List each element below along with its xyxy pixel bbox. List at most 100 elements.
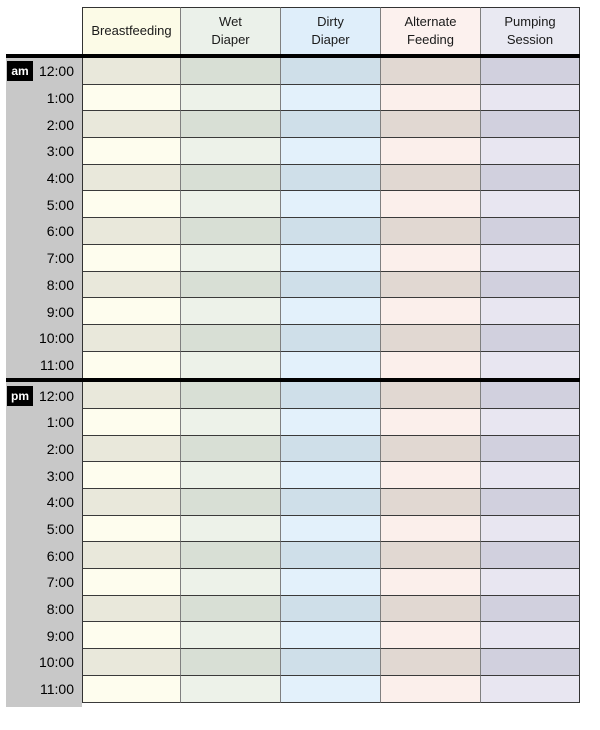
log-cell-alternate-feeding-900pm[interactable] <box>380 622 480 650</box>
log-cell-wet-diaper-400pm[interactable] <box>180 489 280 516</box>
log-cell-wet-diaper-500am[interactable] <box>180 191 280 219</box>
log-cell-breastfeeding-500pm[interactable] <box>82 515 180 543</box>
log-cell-breastfeeding-400pm[interactable] <box>82 489 180 516</box>
log-cell-breastfeeding-600pm[interactable] <box>82 542 180 570</box>
log-cell-pumping-session-100am[interactable] <box>480 84 580 112</box>
log-cell-dirty-diaper-1100am[interactable] <box>280 351 380 379</box>
log-cell-alternate-feeding-800pm[interactable] <box>380 595 480 623</box>
log-cell-pumping-session-400pm[interactable] <box>480 489 580 516</box>
log-cell-wet-diaper-500pm[interactable] <box>180 515 280 543</box>
log-cell-alternate-feeding-200pm[interactable] <box>380 435 480 463</box>
log-cell-pumping-session-200am[interactable] <box>480 111 580 139</box>
log-cell-dirty-diaper-500am[interactable] <box>280 191 380 219</box>
log-cell-dirty-diaper-200pm[interactable] <box>280 435 380 463</box>
log-cell-dirty-diaper-900am[interactable] <box>280 298 380 325</box>
log-cell-breastfeeding-700am[interactable] <box>82 244 180 272</box>
log-cell-alternate-feeding-1200am[interactable] <box>380 58 480 85</box>
log-cell-pumping-session-400am[interactable] <box>480 164 580 192</box>
log-cell-pumping-session-300pm[interactable] <box>480 462 580 489</box>
log-cell-wet-diaper-600am[interactable] <box>180 218 280 245</box>
log-cell-dirty-diaper-600am[interactable] <box>280 218 380 245</box>
log-cell-pumping-session-700pm[interactable] <box>480 569 580 596</box>
log-cell-breastfeeding-900am[interactable] <box>82 298 180 325</box>
log-cell-wet-diaper-400am[interactable] <box>180 164 280 192</box>
log-cell-breastfeeding-400am[interactable] <box>82 164 180 192</box>
log-cell-pumping-session-1200pm[interactable] <box>480 382 580 409</box>
log-cell-dirty-diaper-1000am[interactable] <box>280 324 380 352</box>
log-cell-alternate-feeding-100pm[interactable] <box>380 408 480 436</box>
log-cell-pumping-session-500am[interactable] <box>480 191 580 219</box>
log-cell-alternate-feeding-800am[interactable] <box>380 271 480 299</box>
log-cell-alternate-feeding-500am[interactable] <box>380 191 480 219</box>
log-cell-pumping-session-100pm[interactable] <box>480 408 580 436</box>
log-cell-alternate-feeding-300am[interactable] <box>380 138 480 165</box>
log-cell-breastfeeding-1200pm[interactable] <box>82 382 180 409</box>
log-cell-alternate-feeding-1100pm[interactable] <box>380 675 480 703</box>
log-cell-wet-diaper-1000am[interactable] <box>180 324 280 352</box>
log-cell-wet-diaper-900pm[interactable] <box>180 622 280 650</box>
log-cell-wet-diaper-600pm[interactable] <box>180 542 280 570</box>
log-cell-alternate-feeding-1200pm[interactable] <box>380 382 480 409</box>
log-cell-dirty-diaper-500pm[interactable] <box>280 515 380 543</box>
log-cell-alternate-feeding-1000pm[interactable] <box>380 649 480 676</box>
log-cell-wet-diaper-900am[interactable] <box>180 298 280 325</box>
log-cell-breastfeeding-300pm[interactable] <box>82 462 180 489</box>
log-cell-wet-diaper-1000pm[interactable] <box>180 649 280 676</box>
log-cell-alternate-feeding-400pm[interactable] <box>380 489 480 516</box>
log-cell-dirty-diaper-1200pm[interactable] <box>280 382 380 409</box>
log-cell-pumping-session-800pm[interactable] <box>480 595 580 623</box>
log-cell-pumping-session-800am[interactable] <box>480 271 580 299</box>
log-cell-breastfeeding-100pm[interactable] <box>82 408 180 436</box>
log-cell-dirty-diaper-100pm[interactable] <box>280 408 380 436</box>
log-cell-wet-diaper-100pm[interactable] <box>180 408 280 436</box>
log-cell-dirty-diaper-400pm[interactable] <box>280 489 380 516</box>
log-cell-wet-diaper-200pm[interactable] <box>180 435 280 463</box>
log-cell-alternate-feeding-100am[interactable] <box>380 84 480 112</box>
log-cell-breastfeeding-300am[interactable] <box>82 138 180 165</box>
log-cell-pumping-session-900am[interactable] <box>480 298 580 325</box>
log-cell-dirty-diaper-900pm[interactable] <box>280 622 380 650</box>
log-cell-breastfeeding-800am[interactable] <box>82 271 180 299</box>
log-cell-pumping-session-1100pm[interactable] <box>480 675 580 703</box>
log-cell-pumping-session-1000am[interactable] <box>480 324 580 352</box>
log-cell-pumping-session-600pm[interactable] <box>480 542 580 570</box>
log-cell-pumping-session-200pm[interactable] <box>480 435 580 463</box>
log-cell-breastfeeding-600am[interactable] <box>82 218 180 245</box>
log-cell-breastfeeding-100am[interactable] <box>82 84 180 112</box>
log-cell-breastfeeding-200am[interactable] <box>82 111 180 139</box>
log-cell-dirty-diaper-1200am[interactable] <box>280 58 380 85</box>
log-cell-alternate-feeding-200am[interactable] <box>380 111 480 139</box>
log-cell-breastfeeding-700pm[interactable] <box>82 569 180 596</box>
log-cell-breastfeeding-1000pm[interactable] <box>82 649 180 676</box>
log-cell-dirty-diaper-700pm[interactable] <box>280 569 380 596</box>
log-cell-pumping-session-700am[interactable] <box>480 244 580 272</box>
log-cell-breastfeeding-800pm[interactable] <box>82 595 180 623</box>
log-cell-dirty-diaper-200am[interactable] <box>280 111 380 139</box>
log-cell-breastfeeding-1000am[interactable] <box>82 324 180 352</box>
log-cell-alternate-feeding-700am[interactable] <box>380 244 480 272</box>
log-cell-breastfeeding-1100am[interactable] <box>82 351 180 379</box>
log-cell-dirty-diaper-1100pm[interactable] <box>280 675 380 703</box>
log-cell-alternate-feeding-400am[interactable] <box>380 164 480 192</box>
log-cell-dirty-diaper-300pm[interactable] <box>280 462 380 489</box>
log-cell-breastfeeding-500am[interactable] <box>82 191 180 219</box>
log-cell-dirty-diaper-700am[interactable] <box>280 244 380 272</box>
log-cell-wet-diaper-1100am[interactable] <box>180 351 280 379</box>
log-cell-wet-diaper-1100pm[interactable] <box>180 675 280 703</box>
log-cell-dirty-diaper-800am[interactable] <box>280 271 380 299</box>
log-cell-pumping-session-1100am[interactable] <box>480 351 580 379</box>
log-cell-alternate-feeding-600am[interactable] <box>380 218 480 245</box>
log-cell-wet-diaper-200am[interactable] <box>180 111 280 139</box>
log-cell-alternate-feeding-600pm[interactable] <box>380 542 480 570</box>
log-cell-wet-diaper-700pm[interactable] <box>180 569 280 596</box>
log-cell-dirty-diaper-300am[interactable] <box>280 138 380 165</box>
log-cell-wet-diaper-300am[interactable] <box>180 138 280 165</box>
log-cell-pumping-session-500pm[interactable] <box>480 515 580 543</box>
log-cell-pumping-session-900pm[interactable] <box>480 622 580 650</box>
log-cell-alternate-feeding-1000am[interactable] <box>380 324 480 352</box>
log-cell-wet-diaper-800am[interactable] <box>180 271 280 299</box>
log-cell-breastfeeding-1200am[interactable] <box>82 58 180 85</box>
log-cell-breastfeeding-200pm[interactable] <box>82 435 180 463</box>
log-cell-dirty-diaper-1000pm[interactable] <box>280 649 380 676</box>
log-cell-dirty-diaper-600pm[interactable] <box>280 542 380 570</box>
